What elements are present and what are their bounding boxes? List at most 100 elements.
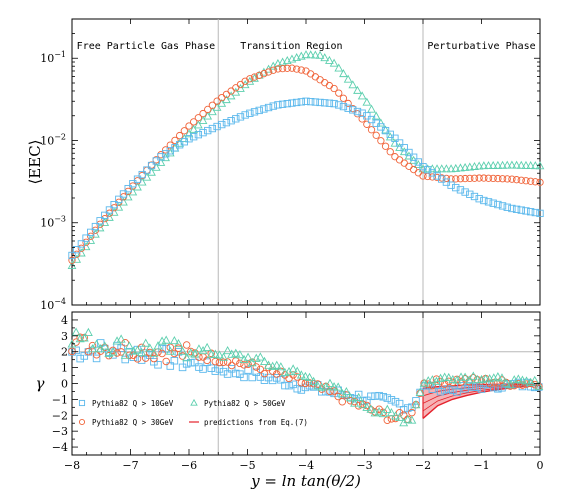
data-point-q10 — [154, 361, 162, 369]
data-point-q50 — [194, 344, 204, 353]
data-point-q50 — [437, 164, 447, 173]
data-point-q50 — [403, 414, 413, 424]
data-point-q30 — [113, 349, 121, 357]
data-point-q30 — [363, 401, 371, 410]
data-point-q50 — [189, 124, 199, 133]
data-point-q50 — [292, 366, 302, 375]
data-point-q50 — [276, 362, 286, 371]
data-point-q10 — [80, 352, 89, 360]
data-point-q50 — [83, 327, 93, 337]
data-point-q10 — [246, 109, 254, 117]
data-point-q50 — [124, 341, 134, 350]
data-point-q30 — [326, 387, 334, 396]
data-point-q50 — [96, 344, 106, 353]
data-point-q30 — [250, 73, 259, 81]
data-point-q50 — [465, 162, 475, 171]
data-point-q50 — [116, 334, 126, 343]
data-point-q30 — [166, 141, 174, 149]
data-point-q50 — [300, 371, 310, 381]
data-point-q10 — [498, 202, 507, 210]
data-point-q50 — [346, 393, 355, 402]
phase-region-label: Perturbative Phase — [427, 41, 535, 52]
data-point-q10 — [137, 356, 146, 364]
legend: Pythia82 Q > 10GeV Pythia82 Q > 50GeV Pyth… — [78, 398, 308, 427]
data-point-q10 — [166, 362, 175, 370]
data-point-q10 — [452, 183, 460, 192]
bottom-axis-ticks: 4 3 2 1 0 −1 −2 −3 −4 −8 −7 −6 −5 −4 −3 −2 −1 0 — [52, 302, 544, 472]
data-point-q50 — [460, 162, 470, 171]
data-point-q50 — [219, 352, 228, 361]
data-point-q30 — [190, 118, 198, 126]
data-point-q50 — [329, 382, 339, 391]
data-point-q30 — [293, 373, 301, 381]
data-point-q50 — [460, 372, 470, 381]
data-point-q10 — [325, 99, 334, 107]
data-point-q30 — [170, 349, 179, 358]
legend-label: Pythia82 Q > 50GeV — [204, 399, 286, 408]
data-point-q30 — [185, 122, 193, 130]
data-point-q10 — [353, 107, 362, 116]
data-point-q30 — [494, 174, 502, 183]
data-point-q50 — [272, 360, 282, 369]
data-point-q10 — [297, 386, 306, 394]
data-point-q50 — [407, 415, 417, 424]
data-point-q50 — [264, 360, 274, 369]
data-point-q10 — [203, 358, 211, 366]
data-point-q10 — [77, 240, 86, 248]
data-point-q30 — [508, 175, 516, 183]
legend-swatch-q50 — [190, 398, 198, 406]
data-point-q30 — [199, 109, 207, 118]
data-point-q30 — [313, 380, 322, 388]
data-point-q10 — [191, 358, 199, 367]
data-point-q50 — [313, 381, 323, 390]
data-point-q30 — [215, 358, 224, 367]
data-point-q10 — [391, 397, 400, 406]
data-point-q50 — [493, 372, 503, 381]
data-point-q50 — [516, 160, 526, 169]
data-point-q10 — [187, 358, 195, 367]
data-point-q30 — [330, 84, 338, 93]
bottom-data-points — [67, 327, 544, 427]
data-point-q50 — [174, 338, 183, 348]
y-tick-base: 10 — [40, 217, 54, 230]
data-point-q10 — [215, 365, 224, 373]
data-point-q50 — [67, 261, 77, 270]
data-point-q10 — [96, 217, 104, 225]
data-point-q30 — [77, 244, 86, 252]
data-point-q30 — [208, 101, 217, 109]
data-point-q30 — [489, 174, 497, 183]
data-point-q30 — [338, 397, 347, 406]
data-point-q50 — [470, 161, 479, 170]
data-point-q10 — [408, 403, 416, 411]
data-point-q30 — [363, 120, 371, 128]
top-phase-dividers — [217, 19, 424, 305]
data-point-q50 — [366, 404, 376, 413]
x-tick-label: −2 — [415, 459, 431, 472]
data-point-q10 — [469, 383, 478, 391]
data-point-q10 — [185, 135, 193, 143]
data-point-q30 — [204, 105, 212, 114]
data-point-q30 — [383, 416, 392, 425]
data-point-q50 — [305, 372, 314, 381]
data-point-q30 — [498, 175, 507, 183]
data-point-q10 — [117, 344, 125, 352]
data-point-q30 — [260, 70, 268, 78]
data-point-q30 — [395, 156, 404, 164]
data-point-q50 — [522, 376, 532, 385]
data-point-q10 — [461, 188, 469, 196]
data-point-q30 — [350, 397, 359, 406]
data-point-q50 — [341, 386, 351, 396]
data-point-q50 — [378, 408, 388, 418]
top-data-points — [67, 50, 545, 270]
data-point-q10 — [316, 98, 324, 107]
data-point-q50 — [507, 160, 517, 169]
data-point-q50 — [358, 399, 368, 409]
data-point-q30 — [68, 347, 76, 356]
data-point-q50 — [145, 343, 155, 352]
data-point-q50 — [320, 53, 330, 62]
data-point-q30 — [273, 370, 281, 378]
data-point-q30 — [161, 146, 170, 154]
data-point-q10 — [208, 124, 217, 133]
data-point-q50 — [169, 335, 179, 345]
data-point-q50 — [137, 347, 147, 357]
